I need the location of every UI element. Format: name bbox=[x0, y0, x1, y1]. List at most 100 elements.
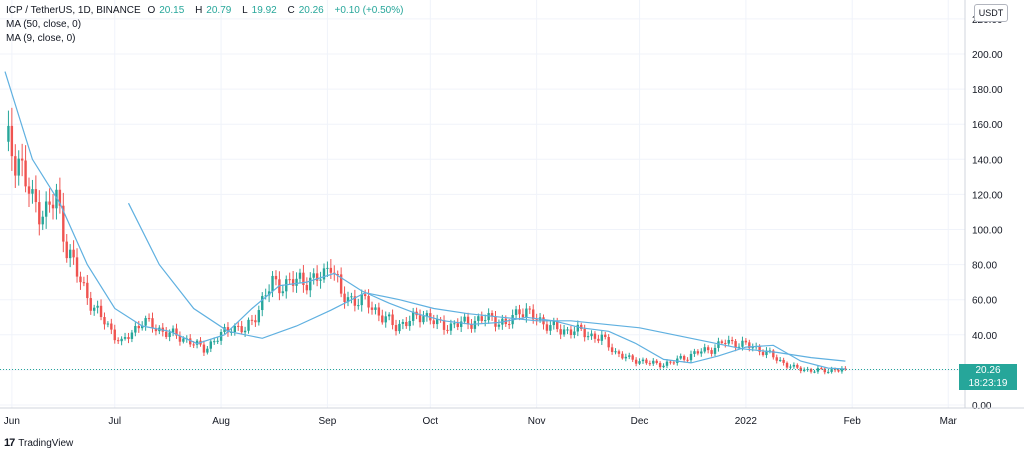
candle-body bbox=[586, 336, 590, 338]
candle-body bbox=[250, 319, 254, 321]
candle-body bbox=[748, 342, 751, 349]
candle-body bbox=[556, 321, 559, 330]
candle-body bbox=[315, 273, 319, 281]
candle-body bbox=[267, 291, 271, 296]
y-tick-label: 60.00 bbox=[972, 296, 997, 307]
candle-body bbox=[593, 333, 597, 339]
candle-body bbox=[86, 282, 89, 299]
candle-body bbox=[425, 313, 429, 317]
symbol-title[interactable]: ICP / TetherUS, 1D, BINANCE bbox=[6, 5, 141, 16]
candle-body bbox=[459, 321, 463, 327]
candle-body bbox=[41, 216, 44, 225]
candle-body bbox=[175, 328, 178, 336]
candle-body bbox=[103, 317, 106, 325]
candle-body bbox=[813, 371, 816, 373]
candle-body bbox=[254, 320, 257, 323]
candle-body bbox=[775, 357, 778, 361]
candle-body bbox=[435, 319, 439, 325]
candle-body bbox=[295, 278, 298, 286]
candle-body bbox=[590, 333, 593, 337]
moving-averages bbox=[0, 71, 965, 370]
candle-body bbox=[453, 323, 456, 325]
candle-body bbox=[110, 323, 113, 330]
candle-body bbox=[346, 297, 350, 303]
candle-body bbox=[768, 350, 772, 352]
candle-body bbox=[549, 325, 552, 331]
x-tick-label: Aug bbox=[212, 416, 230, 427]
candle-body bbox=[178, 335, 182, 342]
candle-body bbox=[17, 158, 20, 176]
candle-body bbox=[833, 369, 837, 371]
candle-body bbox=[566, 329, 569, 331]
candle-body bbox=[720, 341, 724, 343]
candle-body bbox=[147, 318, 151, 320]
x-tick-label: Feb bbox=[844, 416, 862, 427]
candle-body bbox=[62, 205, 65, 242]
candle-body bbox=[600, 334, 604, 341]
high-value: 20.79 bbox=[206, 5, 232, 16]
candle-body bbox=[58, 189, 62, 206]
brand-footer[interactable]: 17 TradingView bbox=[4, 437, 73, 449]
candle-body bbox=[247, 319, 250, 331]
x-tick-label: Sep bbox=[319, 416, 337, 427]
candle-body bbox=[381, 315, 384, 323]
candle-body bbox=[79, 276, 82, 283]
candle-body bbox=[792, 364, 796, 367]
y-tick-label: 40.00 bbox=[972, 331, 997, 342]
candle-body bbox=[442, 320, 446, 330]
candle-body bbox=[216, 340, 219, 342]
legend-ma50[interactable]: MA (50, close, 0) bbox=[6, 19, 82, 30]
candle-body bbox=[134, 326, 137, 333]
candle-body bbox=[408, 320, 411, 327]
candle-body bbox=[799, 367, 802, 372]
candle-body bbox=[27, 186, 31, 194]
candle-body bbox=[655, 360, 658, 364]
candle-body bbox=[312, 273, 315, 278]
axes: 0.0020.0040.0060.0080.00100.00120.00140.… bbox=[0, 0, 1024, 427]
candle-body bbox=[298, 272, 302, 279]
candle-body bbox=[274, 275, 278, 280]
legend-ma9[interactable]: MA (9, close, 0) bbox=[6, 33, 76, 44]
candle-body bbox=[682, 356, 686, 360]
candle-body bbox=[189, 338, 192, 345]
candle-body bbox=[597, 338, 600, 341]
candle-body bbox=[765, 350, 768, 356]
candle-body bbox=[353, 296, 357, 306]
x-tick-label: 2022 bbox=[735, 416, 758, 427]
candle-body bbox=[645, 359, 648, 364]
candle-body bbox=[432, 320, 435, 325]
grid-layer bbox=[0, 0, 965, 408]
candle-body bbox=[508, 324, 511, 326]
x-tick-label: Nov bbox=[528, 416, 546, 427]
candle-body bbox=[744, 340, 748, 343]
high-label: H bbox=[195, 5, 203, 16]
candle-body bbox=[123, 337, 127, 339]
candle-body bbox=[360, 294, 363, 306]
candle-body bbox=[789, 366, 792, 368]
candle-body bbox=[604, 334, 607, 338]
candle-body bbox=[68, 249, 72, 259]
candle-body bbox=[377, 307, 381, 316]
candle-body bbox=[518, 309, 521, 315]
candle-body bbox=[55, 189, 58, 209]
candle-body bbox=[487, 313, 490, 321]
x-tick-label: Dec bbox=[631, 416, 649, 427]
currency-badge[interactable]: USDT bbox=[974, 4, 1008, 22]
candle-body bbox=[713, 347, 717, 354]
open-label: O bbox=[147, 5, 156, 16]
y-tick-label: 80.00 bbox=[972, 261, 997, 272]
candle-body bbox=[151, 318, 154, 329]
candle-body bbox=[154, 328, 158, 332]
candle-body bbox=[490, 313, 494, 317]
candle-body bbox=[449, 323, 453, 331]
candle-body bbox=[48, 201, 51, 205]
candle-body bbox=[686, 359, 689, 361]
candle-body bbox=[387, 314, 391, 317]
candle-body bbox=[31, 189, 34, 194]
candles bbox=[7, 107, 847, 375]
candle-body bbox=[782, 359, 785, 363]
candle-body bbox=[700, 351, 703, 354]
tradingview-logo-icon: 17 bbox=[4, 437, 15, 449]
